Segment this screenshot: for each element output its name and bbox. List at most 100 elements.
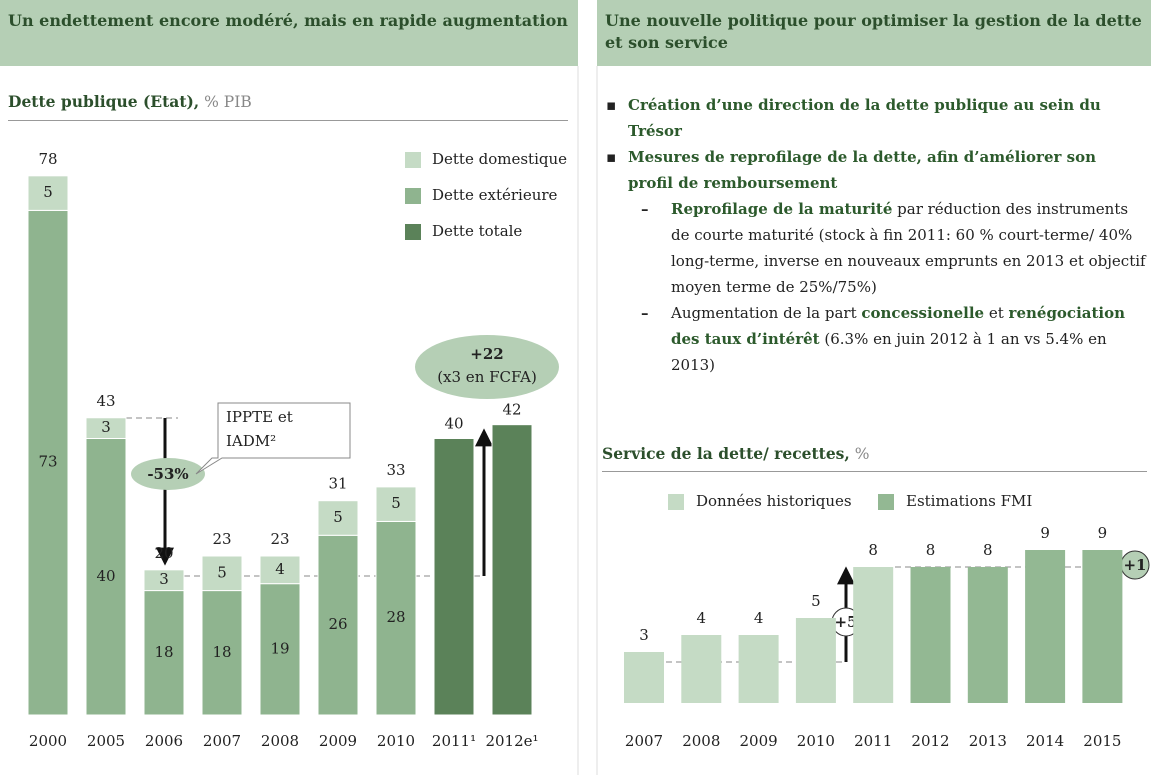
legend-swatch	[668, 494, 684, 510]
x-tick-label: 2007	[203, 732, 241, 750]
value-label: 4	[697, 609, 707, 627]
x-tick-label: 2009	[740, 732, 778, 750]
legend-swatch	[405, 224, 421, 240]
bullet-text: Mesures de reprofilage de la dette, afin…	[628, 148, 1096, 192]
x-tick-label: 2008	[261, 732, 299, 750]
sub-bullet: Augmentation de la part concessionelle e…	[633, 300, 1146, 378]
total-label: 23	[212, 530, 231, 548]
x-tick-label: 2014	[1026, 732, 1064, 750]
legend-label: Dette domestique	[432, 150, 567, 168]
text-part: par réduction des instruments de courte …	[671, 200, 1146, 296]
value-label: 3	[639, 626, 649, 644]
badge	[415, 335, 559, 399]
x-tick-label: 2005	[87, 732, 125, 750]
text-part: Reprofilage de la maturité	[671, 200, 893, 218]
bar-segment	[201, 555, 243, 592]
total-label: 43	[96, 392, 115, 410]
value-label: 3	[101, 418, 111, 436]
bar-segment	[27, 209, 69, 716]
value-label: 9	[1040, 524, 1050, 542]
chart-title-right: Service de la dette/ recettes, %	[602, 444, 869, 463]
value-label: 8	[983, 541, 993, 559]
x-tick-label: 2012e¹	[485, 732, 538, 750]
callout-box	[195, 402, 351, 475]
bar	[624, 652, 664, 703]
bar	[910, 567, 951, 703]
bar-segment	[143, 590, 185, 716]
badge	[131, 458, 205, 490]
legend-swatch	[878, 494, 894, 510]
x-tick-label: 2000	[29, 732, 67, 750]
legend-label: Dette extérieure	[432, 186, 558, 204]
annotation: +22	[470, 345, 503, 363]
bar	[681, 635, 722, 703]
value-label: 8	[926, 541, 936, 559]
callout-text: IPPTE et IADM²	[226, 408, 293, 450]
bar	[1025, 550, 1066, 703]
text-part: et	[984, 304, 1009, 322]
legend-swatch	[405, 152, 421, 168]
sub-list: Reprofilage de la maturité par réduction…	[628, 196, 1146, 378]
title-rule	[8, 120, 568, 121]
bar-segment	[85, 417, 127, 440]
value-label: 18	[212, 643, 231, 661]
bar-segment	[259, 583, 301, 716]
bar-segment	[317, 534, 359, 716]
bar	[738, 635, 779, 703]
total-label: 23	[270, 530, 289, 548]
value-label: 4	[754, 609, 764, 627]
value-label: 73	[38, 453, 57, 471]
bar-segment	[433, 438, 475, 716]
bullet: Création d’une direction de la dette pub…	[606, 92, 1146, 144]
value-label: 28	[386, 608, 405, 626]
x-tick-label: 2010	[377, 732, 415, 750]
annotation: +1	[1123, 556, 1146, 574]
bar	[967, 567, 1008, 703]
x-tick-label: 2011	[854, 732, 892, 750]
bar-segment	[85, 438, 127, 716]
x-tick-label: 2006	[145, 732, 183, 750]
text-part: renégociation des taux d’intérêt	[671, 304, 1126, 348]
unit: %	[854, 445, 870, 463]
sub-bullet: Reprofilage de la maturité par réduction…	[633, 196, 1146, 300]
text-part: concessionelle	[861, 304, 985, 322]
value-label: 5	[391, 494, 401, 512]
bar-segment	[259, 555, 301, 585]
annotation: (x3 en FCFA)	[437, 368, 537, 386]
value-label: 5	[217, 563, 227, 581]
legend-label: Données historiques	[696, 492, 852, 510]
list: Création d’une direction de la dette pub…	[606, 92, 1146, 378]
legend-label: Estimations FMI	[906, 492, 1032, 510]
chart-title-left: Dette publique (Etat), % PIB	[8, 92, 252, 111]
unit: % PIB	[204, 93, 252, 111]
value-label: 3	[159, 570, 169, 588]
total-label: 33	[386, 461, 405, 479]
bar-segment	[27, 175, 69, 211]
total-label: 78	[38, 150, 57, 168]
bar-segment	[375, 486, 417, 522]
right-heading: Une nouvelle politique pour optimiser la…	[597, 0, 1151, 66]
text-part: (6.3% en juin 2012 à 1 an vs 5.4% en 201…	[671, 330, 1107, 374]
x-tick-label: 2009	[319, 732, 357, 750]
x-tick-label: 2015	[1083, 732, 1121, 750]
x-tick-label: 2008	[682, 732, 720, 750]
legend-label: Dette totale	[432, 222, 522, 240]
x-tick-label: 2013	[969, 732, 1007, 750]
value-label: 9	[1098, 524, 1108, 542]
x-tick-label: 2010	[797, 732, 835, 750]
value-label: 5	[333, 508, 343, 526]
bar-segment	[317, 500, 359, 536]
bar-segment	[491, 424, 533, 716]
bullet-list: Création d’une direction de la dette pub…	[606, 92, 1146, 378]
x-tick-label: 2007	[625, 732, 663, 750]
total-label: 31	[328, 475, 347, 493]
annotation: -53%	[147, 465, 188, 483]
value-label: 42	[502, 401, 521, 419]
value-label: 40	[444, 415, 463, 433]
x-tick-label: 2012	[911, 732, 949, 750]
legend-swatch	[405, 188, 421, 204]
value-label: 19	[270, 639, 289, 657]
bar-segment	[143, 569, 185, 592]
value-label: 40	[96, 567, 115, 585]
